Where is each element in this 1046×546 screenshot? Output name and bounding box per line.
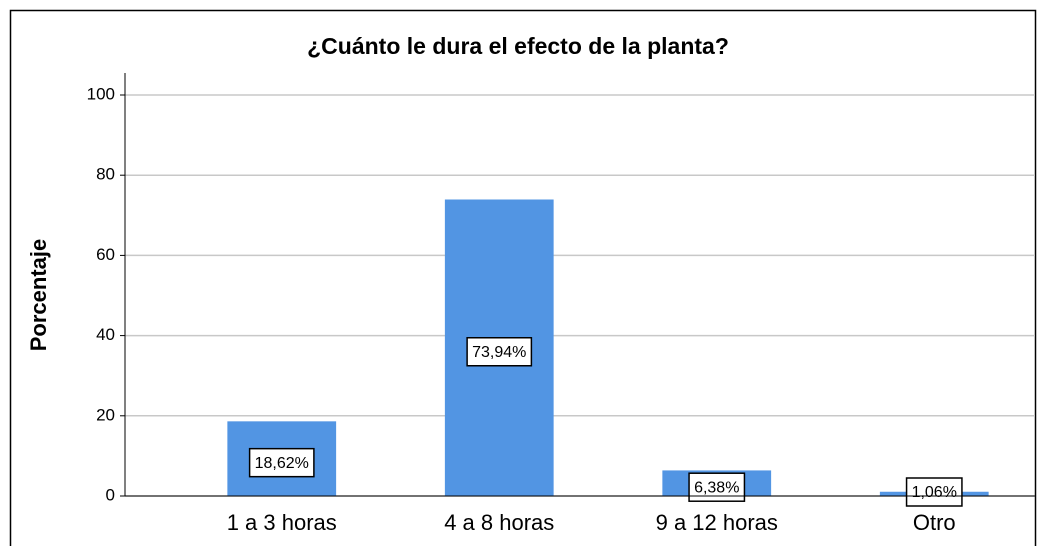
y-tick-label: 0: [106, 485, 115, 504]
y-tick-label: 100: [87, 84, 115, 103]
y-axis-label: Porcentaje: [26, 239, 51, 352]
y-tick-label: 20: [96, 405, 115, 424]
data-label-box: [248, 447, 315, 478]
y-tick-label: 80: [96, 165, 115, 184]
y-tick-label: 60: [96, 245, 115, 264]
y-tick-label: 40: [96, 325, 115, 344]
chart-frame: [9, 9, 1037, 546]
data-label: 18,62%: [255, 455, 309, 472]
data-label: 73,94%: [472, 344, 526, 361]
data-label-box: [466, 337, 533, 367]
x-tick-label: 1 a 3 horas: [227, 510, 337, 535]
data-label: 6,38%: [694, 479, 739, 496]
data-label-box: [905, 477, 963, 507]
chart-title: ¿Cuánto le dura el efecto de la planta?: [307, 33, 729, 59]
x-tick-label: 9 a 12 horas: [656, 510, 778, 535]
data-label-box: [688, 472, 746, 502]
x-tick-label: 4 a 8 horas: [444, 510, 554, 535]
x-tick-label: Otro: [913, 510, 956, 535]
data-label: 1,06%: [912, 484, 957, 501]
